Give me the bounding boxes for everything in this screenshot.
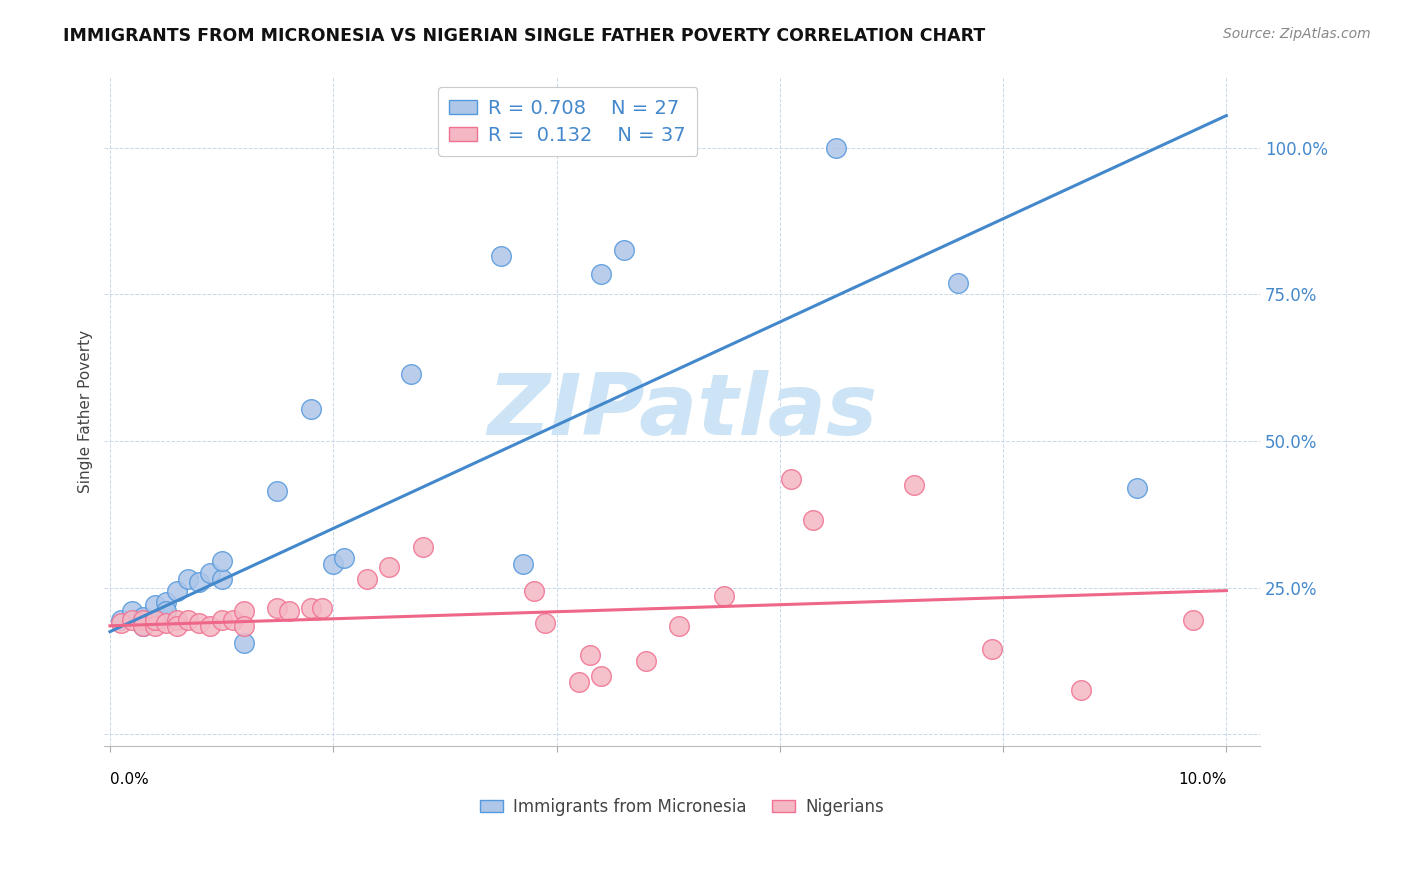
Point	[713, 590, 735, 604]
Point	[143, 613, 166, 627]
Point	[166, 583, 188, 598]
Point	[333, 551, 356, 566]
Point	[121, 613, 143, 627]
Text: 0.0%: 0.0%	[110, 772, 149, 788]
Point	[534, 615, 557, 630]
Point	[200, 566, 222, 580]
Point	[948, 276, 970, 290]
Point	[188, 615, 211, 630]
Point	[780, 472, 803, 486]
Point	[322, 558, 344, 572]
Point	[155, 595, 177, 609]
Point	[299, 601, 322, 615]
Point	[412, 540, 434, 554]
Text: IMMIGRANTS FROM MICRONESIA VS NIGERIAN SINGLE FATHER POVERTY CORRELATION CHART: IMMIGRANTS FROM MICRONESIA VS NIGERIAN S…	[63, 27, 986, 45]
Legend: Immigrants from Micronesia, Nigerians: Immigrants from Micronesia, Nigerians	[474, 791, 891, 822]
Point	[110, 613, 132, 627]
Point	[824, 141, 846, 155]
Point	[166, 613, 188, 627]
Point	[568, 674, 591, 689]
Point	[155, 615, 177, 630]
Point	[903, 478, 925, 492]
Point	[591, 267, 613, 281]
Point	[110, 615, 132, 630]
Point	[132, 613, 155, 627]
Point	[266, 483, 288, 498]
Point	[166, 619, 188, 633]
Point	[523, 583, 546, 598]
Point	[1181, 613, 1204, 627]
Point	[200, 619, 222, 633]
Text: 10.0%: 10.0%	[1178, 772, 1226, 788]
Point	[634, 654, 657, 668]
Point	[612, 244, 634, 258]
Point	[132, 610, 155, 624]
Point	[143, 619, 166, 633]
Point	[1070, 683, 1092, 698]
Text: ZIPatlas: ZIPatlas	[486, 370, 877, 453]
Point	[211, 554, 233, 568]
Text: Source: ZipAtlas.com: Source: ZipAtlas.com	[1223, 27, 1371, 41]
Point	[668, 619, 690, 633]
Point	[222, 613, 245, 627]
Point	[591, 668, 613, 682]
Point	[232, 619, 254, 633]
Point	[132, 619, 155, 633]
Point	[980, 642, 1002, 657]
Point	[121, 604, 143, 618]
Point	[378, 560, 401, 574]
Point	[1126, 481, 1149, 495]
Point	[299, 401, 322, 416]
Point	[177, 572, 200, 586]
Point	[489, 249, 512, 263]
Point	[266, 601, 288, 615]
Point	[232, 636, 254, 650]
Y-axis label: Single Father Poverty: Single Father Poverty	[79, 330, 93, 493]
Point	[211, 572, 233, 586]
Point	[277, 604, 299, 618]
Point	[155, 604, 177, 618]
Point	[311, 601, 333, 615]
Point	[232, 604, 254, 618]
Point	[401, 367, 423, 381]
Point	[211, 613, 233, 627]
Point	[512, 558, 534, 572]
Point	[143, 599, 166, 613]
Point	[132, 619, 155, 633]
Point	[188, 574, 211, 589]
Point	[177, 613, 200, 627]
Point	[143, 613, 166, 627]
Point	[356, 572, 378, 586]
Point	[579, 648, 602, 662]
Point	[801, 513, 824, 527]
